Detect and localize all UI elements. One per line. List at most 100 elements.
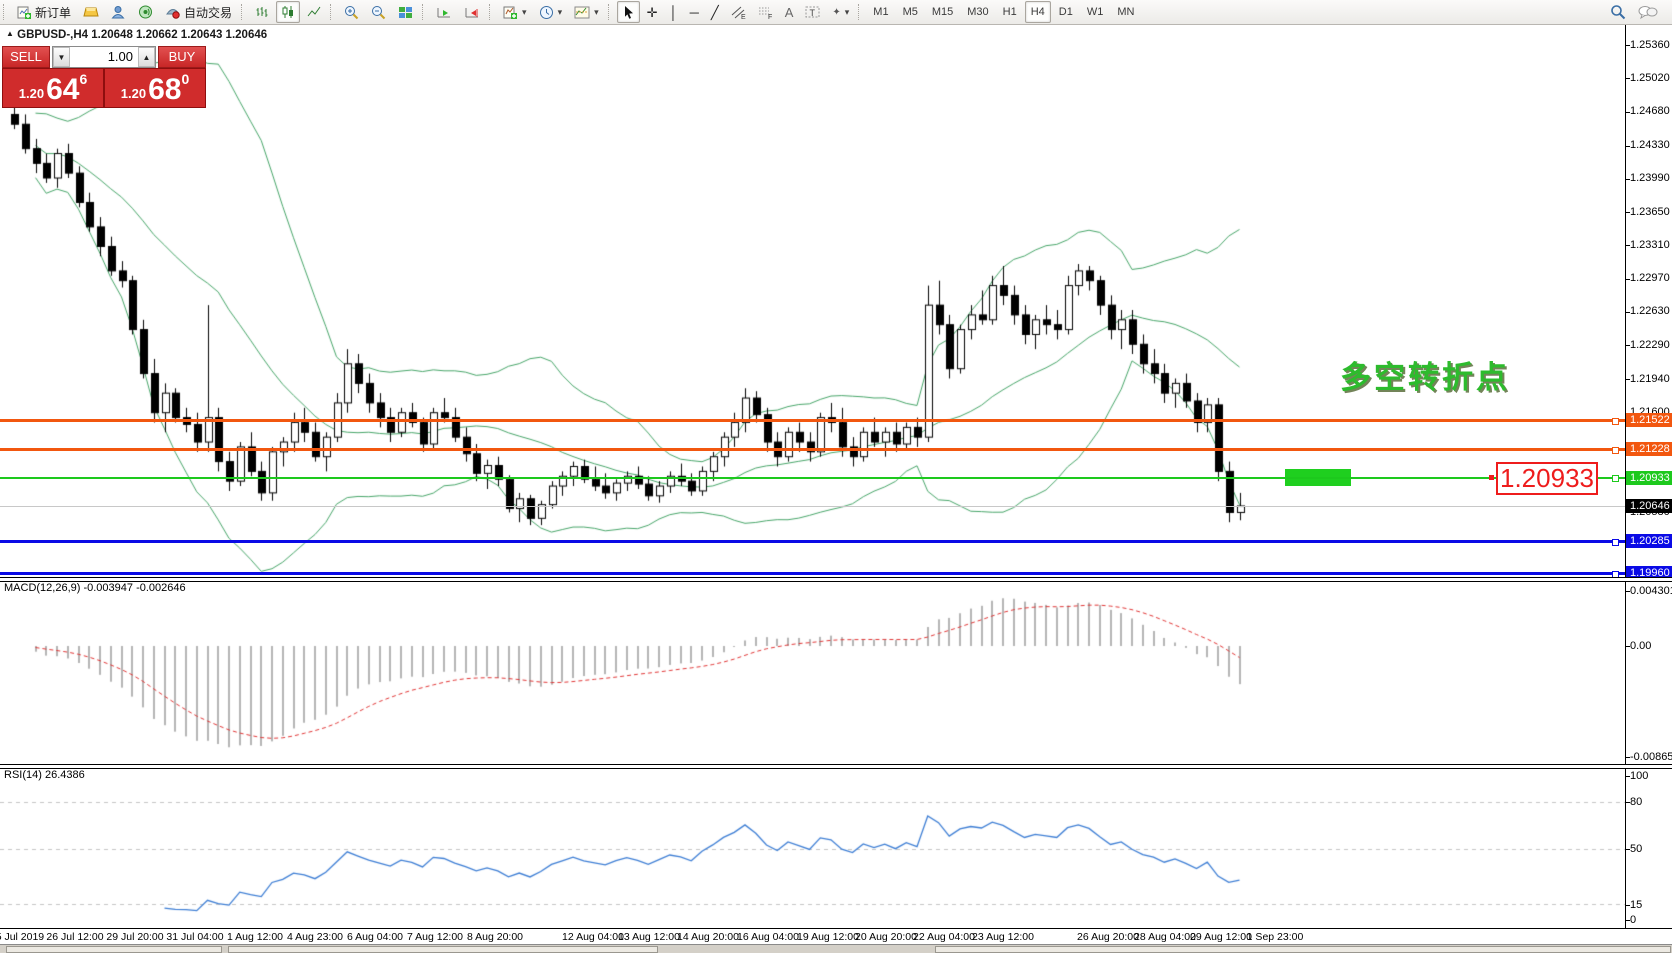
hline-1.20646[interactable] (0, 505, 1625, 507)
auto-scroll-button[interactable] (431, 1, 457, 23)
rsi-axis-label: 0 (1630, 913, 1637, 926)
date-label: 29 Jul 20:00 (106, 931, 164, 943)
auto-scroll-icon (437, 7, 451, 17)
fibonacci-icon: F (758, 7, 772, 19)
templates-button[interactable]: ▾ (569, 1, 604, 23)
rsi-pane-splitter[interactable] (0, 764, 1672, 769)
axis-tick (1626, 178, 1630, 180)
vertical-line-icon: │ (669, 4, 678, 20)
channel-icon: E (731, 6, 746, 19)
horizontal-line-icon: ─ (689, 4, 699, 20)
shapes-dropdown-arrow[interactable]: ▾ (844, 6, 850, 17)
tile-windows-button[interactable] (393, 1, 418, 23)
text-icon: A (784, 4, 794, 20)
community-button[interactable] (106, 1, 131, 23)
sell-price[interactable]: 1.20 64 6 (3, 69, 103, 107)
hline-1.19960[interactable] (0, 571, 1625, 575)
price-tick-label: 1.22630 (1630, 305, 1670, 318)
indicators-dropdown-arrow[interactable]: ▾ (522, 6, 527, 17)
signal-icon (139, 5, 153, 19)
text-label-anchor[interactable] (1489, 475, 1494, 480)
line-chart-button[interactable] (302, 1, 326, 23)
chinese-annotation[interactable]: 多空转折点 (1340, 360, 1510, 395)
volume-spinner: ▼ 1.00 ▲ (52, 46, 156, 68)
line-handle[interactable] (1612, 475, 1619, 483)
channel-button[interactable]: E (726, 1, 751, 23)
sell-button[interactable]: SELL (2, 46, 50, 68)
buy-price-pips: 68 (148, 73, 182, 106)
tile-windows-icon (399, 6, 413, 18)
tf-m15-button[interactable]: M15 (931, 6, 954, 18)
price-tick-label: 1.22290 (1630, 338, 1670, 351)
periods-button[interactable]: ▾ (534, 1, 568, 23)
template-icon (574, 6, 590, 18)
label-button[interactable]: T (800, 1, 825, 23)
price-tick-label: 1.25020 (1630, 71, 1670, 84)
horizontal-line-button[interactable]: ─ (685, 1, 704, 23)
tf-d1-button[interactable]: D1 (1058, 6, 1073, 18)
candle-chart-button[interactable] (276, 1, 301, 23)
axis-tick (1626, 111, 1630, 113)
trendline-button[interactable]: ╱ (706, 1, 724, 23)
zoom-in-button[interactable] (339, 1, 364, 23)
tf-m30-button[interactable]: M30 (967, 6, 989, 18)
buy-button[interactable]: BUY (158, 46, 206, 68)
date-label: 16 Aug 04:00 (737, 931, 799, 943)
cursor-button[interactable] (616, 1, 640, 23)
hline-1.20933[interactable] (0, 476, 1625, 479)
metaeditor-button[interactable] (78, 1, 104, 23)
chat-icon (1638, 5, 1658, 19)
templates-dropdown-arrow[interactable]: ▾ (594, 6, 599, 17)
tf-h1-button[interactable]: H1 (1002, 6, 1017, 18)
new-order-icon (17, 6, 31, 19)
zoom-out-icon (372, 5, 386, 19)
price-tick-label: 1.23310 (1630, 238, 1670, 251)
tf-m5-button[interactable]: M5 (902, 6, 918, 18)
indicators-button[interactable]: ▾ (498, 1, 532, 23)
volume-increase-button[interactable]: ▲ (138, 47, 155, 67)
crosshair-button[interactable]: ✛ (642, 1, 663, 23)
bottom-strip-segment (6, 946, 222, 953)
bottom-strip-segment (935, 946, 1671, 953)
volume-input[interactable]: 1.00 (107, 49, 133, 64)
line-handle[interactable] (1612, 417, 1619, 425)
chart-canvas[interactable] (0, 24, 1625, 953)
hline-1.20285[interactable] (0, 539, 1625, 543)
date-label: 25 Jul 2019 (0, 931, 45, 943)
line-handle[interactable] (1612, 446, 1619, 454)
bar-chart-button[interactable] (250, 1, 274, 23)
buy-price[interactable]: 1.20 68 0 (105, 69, 205, 107)
tf-w1-button[interactable]: W1 (1086, 6, 1104, 18)
hline-1.21522[interactable] (0, 418, 1625, 422)
volume-decrease-button[interactable]: ▼ (53, 47, 70, 67)
axis-tick (1626, 278, 1630, 280)
tf-h4-button[interactable]: H4 (1024, 1, 1051, 23)
symbol-period: GBPUSD-,H4 (17, 29, 89, 41)
price-text-label[interactable]: 1.20933 (1496, 462, 1598, 495)
macd-pane-splitter[interactable] (0, 577, 1672, 582)
fibonacci-button[interactable]: F (753, 1, 778, 23)
new-order-label: 新订单 (35, 5, 72, 20)
chat-button[interactable] (1633, 1, 1663, 23)
date-label: 12 Aug 04:00 (562, 931, 624, 943)
svg-text:E: E (741, 14, 746, 19)
new-order-button[interactable]: 新订单 (12, 1, 76, 23)
hline-1.21228[interactable] (0, 447, 1625, 451)
shapes-button[interactable]: ✦ ▾ (827, 1, 854, 23)
date-label: 1 Aug 12:00 (226, 931, 284, 943)
axis-tick (1626, 145, 1630, 147)
zoom-out-button[interactable] (366, 1, 391, 23)
periods-dropdown-arrow[interactable]: ▾ (557, 6, 563, 17)
vertical-line-button[interactable]: │ (665, 1, 683, 23)
search-button[interactable] (1605, 1, 1631, 23)
price-tick-label: 1.24680 (1630, 105, 1670, 117)
line-handle[interactable] (1612, 538, 1619, 546)
signals-button[interactable] (133, 1, 158, 23)
tf-mn-button[interactable]: MN (1117, 6, 1135, 18)
autotrade-button[interactable]: 自动交易 (160, 1, 237, 23)
price-tag-1.20646: 1.20646 (1626, 499, 1672, 513)
tf-m1-button[interactable]: M1 (873, 6, 889, 18)
text-button[interactable]: A (780, 1, 799, 23)
chart-shift-button[interactable] (459, 1, 485, 23)
